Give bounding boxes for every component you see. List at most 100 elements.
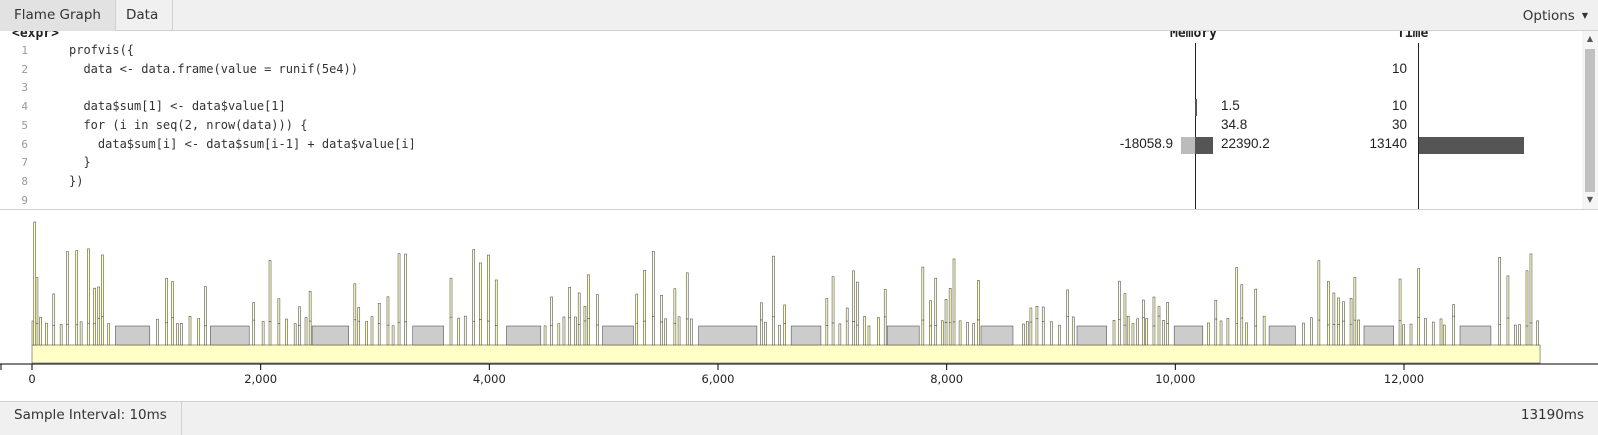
scrollbar-thumb[interactable] (1585, 49, 1595, 192)
flame-cell-stack[interactable] (1142, 299, 1145, 318)
flame-cell-stack[interactable] (852, 270, 855, 322)
flame-cell-stack[interactable] (852, 321, 855, 346)
flame-cell-stack[interactable] (1327, 281, 1330, 326)
flame-cell-stack[interactable] (1071, 316, 1075, 346)
flame-cell-stack[interactable] (673, 322, 677, 346)
flame-cell-stack[interactable] (87, 248, 90, 324)
flame-cell-stack[interactable] (487, 320, 490, 346)
flame-cell-gc[interactable] (1076, 325, 1108, 346)
flame-cell-stack[interactable] (204, 286, 207, 327)
flame-cell-stack[interactable] (660, 321, 663, 346)
flame-cell-stack[interactable] (1409, 323, 1413, 346)
flame-cell-gc[interactable] (412, 325, 444, 346)
flame-cell-stack[interactable] (293, 323, 297, 346)
flame-cell-stack[interactable] (66, 323, 69, 346)
flame-cell-stack[interactable] (689, 318, 693, 346)
flame-cell-gc[interactable] (311, 325, 350, 346)
flame-cell-stack[interactable] (1066, 289, 1069, 317)
flame-cell-stack[interactable] (1452, 304, 1455, 317)
flame-cell-stack[interactable] (1310, 317, 1313, 346)
vertical-scrollbar[interactable]: ▲ ▼ (1582, 31, 1598, 209)
flame-cell-stack[interactable] (93, 323, 96, 346)
flame-cell-stack[interactable] (940, 320, 944, 346)
flame-cell-stack[interactable] (1145, 318, 1148, 346)
flame-cell-stack[interactable] (1439, 318, 1443, 346)
flame-cell-stack[interactable] (543, 325, 547, 346)
flame-cell-stack[interactable] (677, 316, 681, 346)
flame-cell-stack[interactable] (101, 316, 104, 346)
flame-graph-svg[interactable]: 0 2,000 4,000 6,000 8,000 10,000 12,000 (0, 220, 1598, 401)
flame-cell-stack[interactable] (944, 299, 948, 323)
flame-cell-stack[interactable] (877, 317, 880, 346)
flame-cell-stack[interactable] (1123, 324, 1127, 346)
flame-cell-stack[interactable] (1025, 321, 1029, 346)
flame-cell-stack[interactable] (1402, 324, 1405, 346)
flame-cell-stack[interactable] (948, 322, 952, 346)
flame-cell-stack[interactable] (966, 322, 969, 346)
flame-cell-stack[interactable] (838, 323, 842, 346)
flame-cell-stack[interactable] (1166, 302, 1169, 324)
flame-cell-stack[interactable] (1302, 322, 1305, 346)
flame-cell-stack[interactable] (1035, 318, 1039, 346)
flame-cell-stack[interactable] (268, 260, 272, 322)
flame-cell-stack[interactable] (825, 298, 829, 326)
flame-cell-stack[interactable] (1112, 319, 1116, 346)
flame-cell-stack[interactable] (386, 296, 390, 326)
flame-cell-stack[interactable] (856, 324, 859, 346)
flame-cell-stack[interactable] (397, 253, 401, 323)
flame-cell-stack[interactable] (298, 306, 301, 326)
flame-cell-stack[interactable] (1536, 320, 1539, 346)
flame-cell-stack[interactable] (1424, 318, 1427, 346)
flame-cell-stack[interactable] (831, 322, 835, 346)
flame-cell-stack[interactable] (1152, 296, 1156, 327)
flame-cell-stack[interactable] (494, 325, 498, 346)
flame-cell-stack[interactable] (353, 283, 357, 321)
flame-cell-stack[interactable] (1417, 316, 1421, 346)
flame-cell-stack[interactable] (1123, 293, 1127, 326)
options-dropdown[interactable]: Options ▼ (1523, 0, 1588, 31)
flame-cell-stack[interactable] (457, 317, 460, 346)
flame-cell-stack[interactable] (952, 321, 956, 346)
flame-cell-stack[interactable] (1029, 321, 1033, 346)
flame-cell-stack[interactable] (568, 287, 571, 318)
flame-cell-stack[interactable] (883, 289, 887, 318)
flame-cell-stack[interactable] (660, 295, 663, 323)
flame-cell-stack[interactable] (1058, 324, 1061, 346)
flame-cell-stack[interactable] (59, 324, 63, 346)
flame-cell-stack[interactable] (944, 322, 948, 346)
flame-cell-stack[interactable] (165, 322, 168, 346)
flame-cell-stack[interactable] (778, 324, 781, 346)
flame-cell-stack[interactable] (1235, 323, 1239, 346)
flame-cell-gc[interactable] (1173, 325, 1204, 346)
flame-cell-stack[interactable] (948, 288, 952, 324)
flame-cell-stack[interactable] (1041, 321, 1045, 346)
flame-cell-gc[interactable] (1363, 325, 1395, 346)
flame-cell-stack[interactable] (1332, 292, 1336, 325)
flame-cell-stack[interactable] (1529, 322, 1533, 346)
flame-cell-stack[interactable] (583, 306, 587, 322)
flame-cell-stack[interactable] (557, 323, 561, 346)
flame-cell-stack[interactable] (479, 262, 482, 320)
flame-cell-stack[interactable] (52, 324, 56, 346)
flame-cell-stack[interactable] (1022, 323, 1025, 346)
flame-cell-stack[interactable] (921, 266, 925, 321)
flame-cell-stack[interactable] (577, 292, 581, 325)
scroll-down-icon[interactable]: ▼ (1586, 195, 1594, 204)
flame-cell-stack[interactable] (87, 322, 90, 346)
flame-cell-stack[interactable] (479, 319, 482, 346)
flame-cell-stack[interactable] (377, 303, 381, 324)
flame-cell-stack[interactable] (883, 316, 887, 346)
flame-cell-stack[interactable] (856, 281, 859, 326)
flame-cell-stack[interactable] (577, 324, 581, 346)
flame-cell-stack[interactable] (353, 319, 357, 346)
flame-cell-stack[interactable] (33, 221, 37, 346)
flame-cell-stack[interactable] (487, 254, 490, 322)
flame-cell-stack[interactable] (596, 294, 599, 326)
flame-cell-stack[interactable] (783, 323, 787, 346)
flame-cell-stack[interactable] (370, 316, 374, 346)
flame-cell-stack[interactable] (831, 276, 835, 324)
flame-cell-stack[interactable] (783, 304, 787, 324)
flame-cell-stack[interactable] (171, 281, 174, 318)
flame-cell-stack[interactable] (977, 280, 980, 321)
flame-cell-stack[interactable] (958, 320, 962, 346)
